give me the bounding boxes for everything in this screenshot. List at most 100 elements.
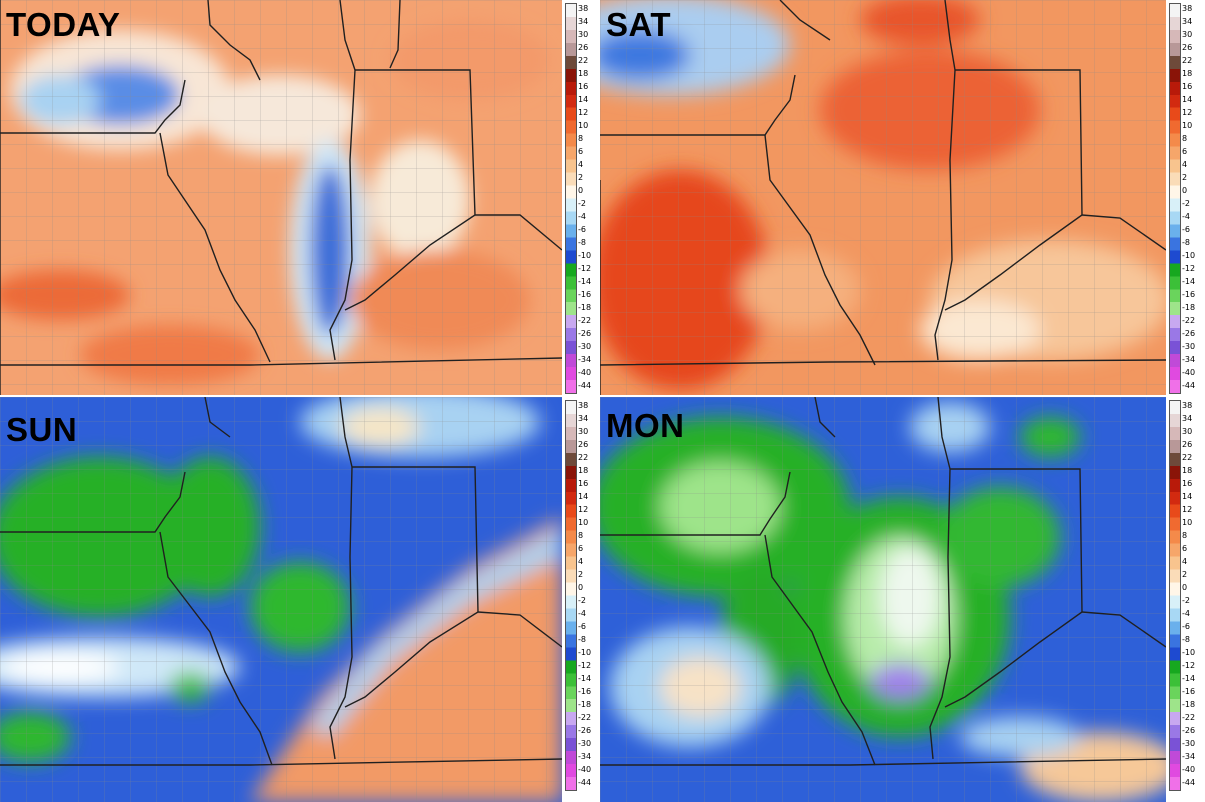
color-scale-tick-label: 38 [1182,4,1193,14]
color-scale-tick-label: 34 [1182,17,1193,27]
color-scale-bar [1169,400,1181,791]
color-scale-tick-label: 8 [1182,531,1188,541]
color-scale-tick-label: 26 [1182,440,1193,450]
color-scale-tick-label: 18 [1182,466,1193,476]
color-scale-tick-label: -14 [578,276,592,286]
color-scale-tick-label: 22 [1182,453,1193,463]
color-scale-tick-label: 18 [578,69,589,79]
color-scale-tick-label: -16 [1182,289,1196,299]
panel-label-sun: SUN [6,411,78,448]
color-scale-tick-label: 12 [1182,108,1193,118]
color-scale-tick-label: 38 [578,401,589,411]
color-scale-tick-label: 4 [1182,557,1188,567]
color-scale-tick-label: 16 [578,82,589,92]
color-scale-tick-label: -2 [1182,198,1190,208]
color-scale-tick-label: -18 [1182,302,1196,312]
color-scale-tick-label: 0 [578,186,584,196]
color-scale-tick-label: 4 [578,160,584,170]
color-scale-tick-label: -12 [578,660,592,670]
color-scale-tick-label: -4 [578,211,586,221]
color-scale-tick-label: 38 [578,4,589,14]
color-scale-tick-label: 2 [578,173,584,183]
color-scale-tick-label: -34 [1182,751,1196,761]
color-scale-tick-label: 12 [1182,505,1193,515]
color-scale-tick-label: 10 [1182,121,1193,131]
color-scale-tick-label: 38 [1182,401,1193,411]
color-scale-tick-label: 14 [578,492,589,502]
color-scale-tick-label: -10 [578,250,592,260]
color-scale-tick-label: -18 [578,302,592,312]
map-sat [600,0,1166,395]
color-scale-tick-label: 18 [1182,69,1193,79]
color-scale-tick-label: -6 [1182,621,1190,631]
color-scale-tick-label: 10 [578,518,589,528]
color-scale-tick-label: -12 [1182,660,1196,670]
color-scale-tick-label: -40 [1182,367,1196,377]
color-scale-tick-label: 22 [578,453,589,463]
color-scale-tick-label: 14 [1182,95,1193,105]
color-scale-tick-label: -22 [578,315,592,325]
color-scale-tick-label: -22 [1182,712,1196,722]
color-scale-tick-label: 34 [1182,414,1193,424]
color-scale-tick-label: 2 [1182,173,1188,183]
color-scale-bar [565,400,577,791]
color-scale-tick-label: 14 [1182,492,1193,502]
color-scale-sat: 38 34 30 26 22 18 16 14 12 10 8 6 4 2 0 -2 -4 -6 -8 -10 -12 -… [1166,0,1204,395]
color-scale-tick-label: 34 [578,17,589,27]
map-today [0,0,562,395]
color-scale-tick-label: -44 [578,777,592,787]
color-scale-tick-label: -14 [1182,673,1196,683]
color-scale-tick-label: -8 [578,237,586,247]
color-scale-tick-label: -26 [1182,328,1196,338]
color-scale-tick-label: 22 [1182,56,1193,66]
color-scale-tick-label: 26 [1182,43,1193,53]
color-scale-tick-label: -44 [578,380,592,390]
color-scale-tick-label: -34 [578,751,592,761]
color-scale-tick-label: 16 [578,479,589,489]
color-scale-tick-label: -16 [1182,686,1196,696]
panel-today: TODAY [0,0,562,395]
color-scale-today: 38 34 30 26 22 18 16 14 12 10 8 6 4 2 0 -2 -4 -6 -8 -10 -12 -… [562,0,600,395]
color-scale-tick-label: -22 [1182,315,1196,325]
color-scale-sun: 38 34 30 26 22 18 16 14 12 10 8 6 4 2 0 -2 -4 -6 -8 -10 -12 -… [562,397,600,792]
color-scale-tick-label: -10 [1182,250,1196,260]
color-scale-tick-label: -6 [578,621,586,631]
panel-label-sat: SAT [606,6,672,43]
color-scale-tick-label: -8 [578,634,586,644]
color-scale-tick-label: -22 [578,712,592,722]
color-scale-tick-label: 30 [578,30,589,40]
color-scale-tick-label: -4 [1182,211,1190,221]
color-scale-tick-label: 30 [1182,427,1193,437]
color-scale-bar [1169,3,1181,394]
color-scale-tick-label: -26 [578,328,592,338]
color-scale-tick-label: 10 [578,121,589,131]
color-scale-tick-label: -12 [1182,263,1196,273]
color-scale-tick-label: 6 [1182,147,1188,157]
color-scale-bar [565,3,577,394]
color-scale-tick-label: 16 [1182,82,1193,92]
color-scale-tick-label: -14 [578,673,592,683]
color-scale-tick-label: 18 [578,466,589,476]
color-scale-tick-label: 0 [1182,186,1188,196]
color-scale-tick-label: 2 [578,570,584,580]
color-scale-tick-label: 6 [1182,544,1188,554]
color-scale-tick-label: 16 [1182,479,1193,489]
color-scale-tick-label: 26 [578,43,589,53]
color-scale-tick-label: -6 [1182,224,1190,234]
color-scale-tick-label: 12 [578,505,589,515]
color-scale-tick-label: 6 [578,544,584,554]
color-scale-tick-label: -44 [1182,777,1196,787]
color-scale-tick-label: -8 [1182,634,1190,644]
map-mon [600,397,1166,802]
color-scale-tick-label: 0 [578,583,584,593]
color-scale-tick-label: -30 [1182,341,1196,351]
color-scale-tick-label: -26 [578,725,592,735]
color-scale-tick-label: -30 [1182,738,1196,748]
color-scale-tick-label: 14 [578,95,589,105]
color-scale-tick-label: -10 [1182,647,1196,657]
color-scale-tick-label: 34 [578,414,589,424]
color-scale-tick-label: -30 [578,341,592,351]
map-sun [0,397,562,802]
color-scale-tick-label: -44 [1182,380,1196,390]
